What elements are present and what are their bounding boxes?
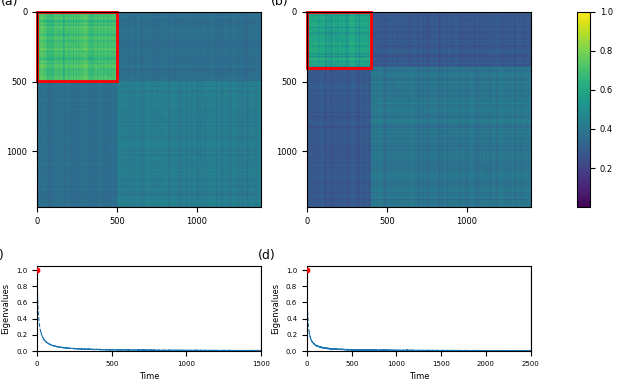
Bar bbox=[307, 12, 371, 67]
Point bbox=[32, 267, 42, 273]
X-axis label: Time: Time bbox=[408, 372, 429, 381]
X-axis label: Time: Time bbox=[138, 372, 159, 381]
Text: (b): (b) bbox=[271, 0, 289, 8]
Text: (d): (d) bbox=[258, 249, 276, 262]
Point bbox=[302, 267, 312, 273]
Text: (a): (a) bbox=[1, 0, 19, 8]
Text: (c): (c) bbox=[0, 249, 4, 262]
Y-axis label: Eigenvalues: Eigenvalues bbox=[271, 283, 281, 334]
Bar bbox=[37, 12, 117, 82]
Y-axis label: Eigenvalues: Eigenvalues bbox=[2, 283, 11, 334]
